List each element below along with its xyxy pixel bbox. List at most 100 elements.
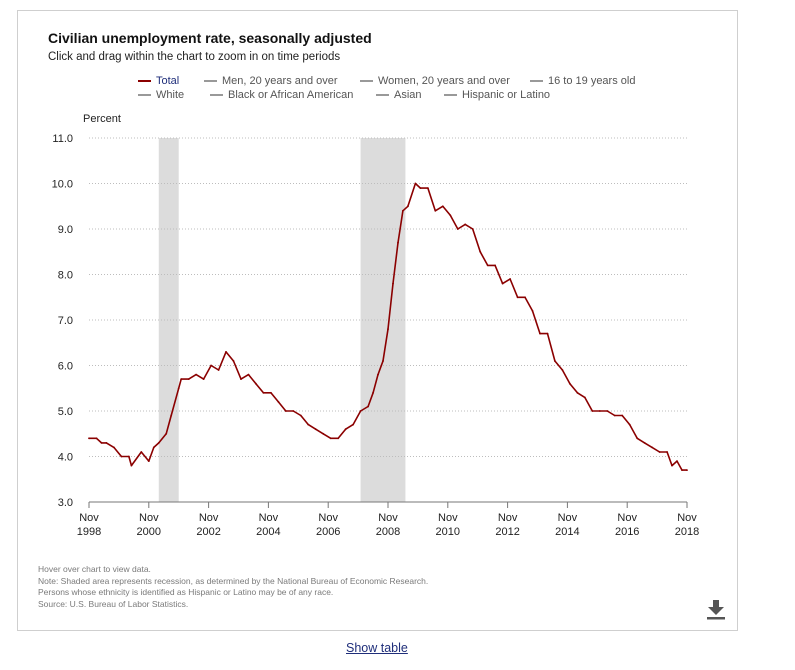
data-point [372, 391, 374, 394]
gridlines [89, 137, 687, 457]
x-tick-month: Nov [318, 512, 338, 524]
data-point [671, 464, 673, 467]
legend-label: Hispanic or Latino [462, 89, 551, 101]
series-total[interactable] [88, 182, 688, 471]
data-point [486, 264, 489, 267]
legend-label: Men, 20 years and over [222, 75, 338, 87]
data-point [681, 469, 683, 471]
y-axis-title: Percent [83, 113, 121, 125]
data-point [377, 373, 379, 376]
x-tick-year: 2002 [196, 526, 220, 538]
data-point [598, 410, 601, 412]
data-point [180, 378, 183, 380]
data-point [367, 405, 369, 408]
x-tick-month: Nov [199, 512, 219, 524]
data-point [152, 446, 155, 449]
data-point [337, 437, 340, 440]
data-point [501, 282, 504, 285]
data-point [509, 278, 511, 280]
download-icon[interactable] [705, 597, 727, 621]
data-point [676, 460, 678, 462]
data-point [255, 382, 257, 385]
data-point [232, 360, 235, 362]
x-tick-year: 2016 [615, 526, 639, 538]
data-point [130, 464, 133, 467]
legend-swatch [360, 80, 373, 82]
x-tick-month: Nov [498, 512, 518, 524]
data-point [397, 241, 399, 244]
data-point [157, 442, 160, 444]
x-axis: Nov 1998 Nov 2000 Nov 2002 Nov 2004 Nov 2006 Nov 20… [77, 502, 699, 538]
data-point [407, 205, 409, 208]
legend-item-total[interactable]: Total [138, 75, 179, 87]
data-point [140, 451, 143, 453]
x-tick-year: 2018 [675, 526, 699, 538]
y-tick-label: 3.0 [58, 497, 73, 509]
data-point [387, 328, 389, 330]
data-point [494, 264, 496, 267]
y-tick-label: 4.0 [58, 452, 73, 464]
y-axis: 3.0 4.0 5.0 6.0 7.0 8.0 9.0 10.0 11.0 [52, 133, 73, 509]
x-tick-month: Nov [438, 512, 458, 524]
x-tick-year: 1998 [77, 526, 101, 538]
data-point [277, 401, 280, 403]
footnote-note: Note: Shaded area represents recession, … [38, 575, 429, 586]
data-point [569, 382, 571, 385]
show-table-link[interactable]: Show table [346, 641, 408, 655]
legend-item-asian[interactable]: Asian [376, 89, 422, 101]
data-point [210, 364, 213, 367]
x-tick-month: Nov [378, 512, 398, 524]
x-tick-year: 2008 [376, 526, 400, 538]
legend-item-hispanic[interactable]: Hispanic or Latino [444, 89, 550, 101]
legend-item-16-19[interactable]: 16 to 19 years old [530, 75, 635, 87]
data-point [613, 414, 616, 417]
data-point [583, 396, 586, 399]
y-tick-label: 8.0 [58, 270, 73, 282]
data-point [382, 360, 384, 362]
legend-item-women-20-over[interactable]: Women, 20 years and over [360, 75, 510, 87]
x-tick-year: 2014 [555, 526, 579, 538]
data-point [359, 410, 362, 412]
legend-item-white[interactable]: White [138, 89, 184, 101]
data-point [105, 442, 108, 444]
series-line [89, 182, 687, 471]
x-tick-year: 2000 [137, 526, 161, 538]
legend-item-men-20-over[interactable]: Men, 20 years and over [204, 75, 338, 87]
legend-swatch [530, 80, 543, 82]
data-point [240, 378, 242, 380]
data-point [554, 360, 556, 362]
data-point [606, 410, 609, 412]
data-point [651, 446, 653, 449]
x-tick-year: 2004 [256, 526, 280, 538]
data-point [628, 423, 631, 426]
x-tick-year: 2012 [495, 526, 519, 538]
data-point [539, 332, 541, 335]
data-point [471, 228, 474, 230]
data-point [414, 182, 417, 185]
data-point [292, 410, 295, 412]
legend-swatch [138, 80, 151, 82]
line-chart[interactable]: Percent 3.0 4.0 5.0 6.0 7.0 8.0 9.0 10.0 11.0 No… [0, 0, 795, 560]
data-point [352, 423, 354, 426]
data-point [464, 223, 467, 226]
data-point [479, 250, 482, 253]
x-tick-month: Nov [677, 512, 697, 524]
chart-title: Civilian unemployment rate, seasonally a… [48, 30, 372, 46]
data-point [419, 187, 422, 190]
legend-item-black[interactable]: Black or African American [210, 89, 353, 101]
footnote-ethnicity: Persons whose ethnicity is identified as… [38, 587, 334, 598]
y-tick-label: 7.0 [58, 315, 73, 327]
legend-swatch [210, 94, 223, 96]
footnotes: Hover over chart to view data. Note: Sha… [38, 564, 428, 610]
data-point [127, 455, 130, 458]
data-point [247, 373, 250, 376]
data-point [225, 351, 227, 353]
legend-label: 16 to 19 years old [548, 75, 636, 87]
footnote-hover: Hover over chart to view data. [38, 564, 151, 574]
data-point [658, 451, 661, 453]
y-tick-label: 11.0 [52, 133, 73, 145]
x-tick-month: Nov [79, 512, 99, 524]
data-point [456, 228, 459, 230]
data-point [217, 369, 220, 371]
data-point [262, 391, 265, 394]
